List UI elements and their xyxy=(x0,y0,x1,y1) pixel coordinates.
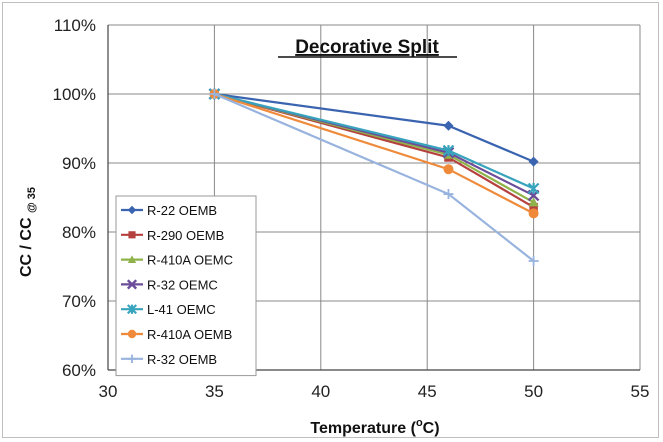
legend-label: R-22 OEMB xyxy=(147,203,217,218)
legend-item: R-290 OEMB xyxy=(121,228,224,243)
data-point xyxy=(442,144,455,157)
y-axis-title-subscript: @ 35 xyxy=(26,187,38,213)
y-tick-label: 110% xyxy=(54,16,96,35)
data-point xyxy=(443,189,454,200)
legend-label: R-410A OEMB xyxy=(147,327,232,342)
legend-label: L-41 OEMC xyxy=(147,302,216,317)
chart-frame xyxy=(2,2,659,438)
data-point xyxy=(528,156,539,167)
data-point xyxy=(528,208,539,219)
series-line xyxy=(213,92,535,262)
x-tick-label: 50 xyxy=(524,382,543,401)
data-point xyxy=(528,197,539,207)
series-line xyxy=(214,92,535,215)
legend-label: R-32 OEMB xyxy=(147,352,217,367)
legend-marker xyxy=(127,329,137,339)
data-point xyxy=(527,182,540,195)
y-axis-title: CC / CC @ 35 xyxy=(18,187,38,277)
y-tick-label: 80% xyxy=(62,223,96,242)
legend-label: R-290 OEMB xyxy=(147,228,224,243)
series-r-410a-oemc xyxy=(209,89,539,207)
series-line xyxy=(214,92,535,163)
y-tick-label: 60% xyxy=(62,361,96,380)
chart-title: Decorative Split xyxy=(295,37,439,58)
legend-item: L-41 OEMC xyxy=(121,302,216,317)
series-r-32-oemb xyxy=(209,89,539,266)
legend-marker xyxy=(128,231,136,239)
tick-labels: 30 35 40 45 50 55 60% 70% 80% 90% 100% 110% xyxy=(53,16,650,401)
legend-label: R-32 OEMC xyxy=(147,277,218,292)
x-axis-title-superscript: o xyxy=(416,417,423,429)
data-point xyxy=(529,202,538,212)
legend-item: R-32 OEMB xyxy=(121,352,217,367)
x-axis-title-main: Temperature ( xyxy=(310,420,416,437)
y-tick-label: 70% xyxy=(62,292,96,311)
legend-item: R-32 OEMC xyxy=(121,277,218,292)
x-axis-title-tail: C) xyxy=(423,420,440,437)
legend-item: R-410A OEMB xyxy=(121,327,232,342)
legend-marker xyxy=(127,354,137,363)
legend-item: R-410A OEMC xyxy=(121,253,233,268)
y-tick-label: 100% xyxy=(53,85,96,104)
data-point xyxy=(443,120,454,131)
data-point xyxy=(209,89,220,99)
legend-marker xyxy=(126,279,138,290)
series-r-410a-oemb xyxy=(209,89,539,219)
legend-label: R-410A OEMC xyxy=(147,253,233,268)
series-line xyxy=(214,92,535,209)
x-tick-label: 40 xyxy=(311,382,330,401)
x-tick-label: 45 xyxy=(418,382,437,401)
legend-item: R-22 OEMB xyxy=(121,203,217,218)
x-tick-label: 55 xyxy=(631,382,650,401)
legend-box xyxy=(115,195,257,377)
x-axis-title: Temperature (oC) xyxy=(310,417,439,437)
series-r-22-oemb xyxy=(209,89,539,167)
legend: R-22 OEMB R-290 OEMB R-410A OEMC R-32 OEMC L… xyxy=(115,195,257,377)
data-point xyxy=(528,255,539,266)
legend-marker xyxy=(127,255,137,263)
series-layer xyxy=(208,88,540,266)
legend-marker xyxy=(127,205,137,215)
legend-marker xyxy=(127,304,137,315)
data-point xyxy=(443,164,454,175)
y-axis-title-main: CC / CC xyxy=(18,213,35,277)
x-tick-label: 30 xyxy=(99,382,118,401)
y-tick-label: 90% xyxy=(62,154,96,173)
x-tick-label: 35 xyxy=(205,382,224,401)
